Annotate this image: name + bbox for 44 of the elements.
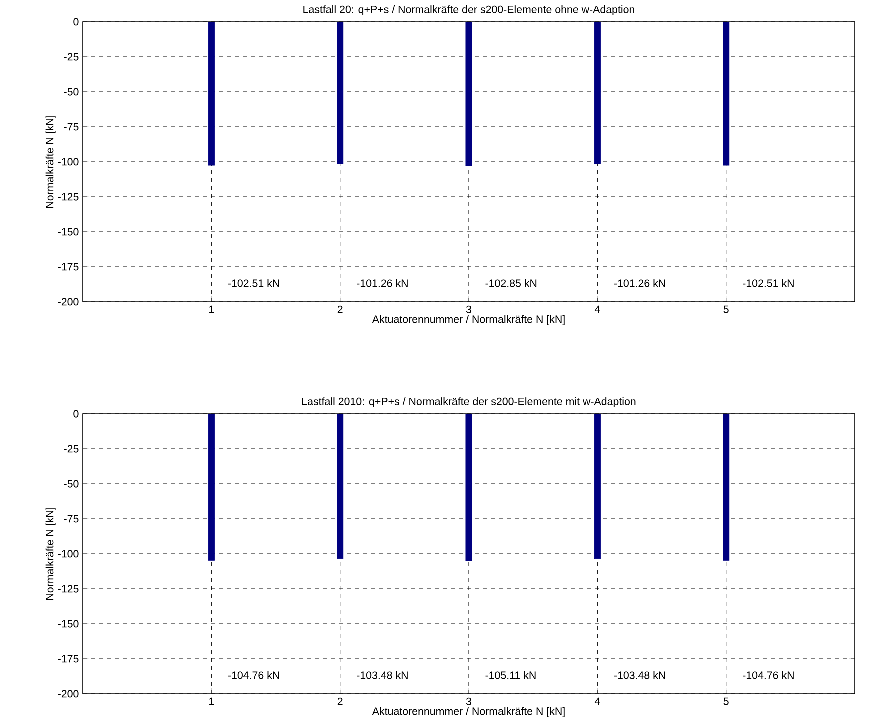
y-tick-label: -175: [58, 263, 79, 271]
y-tick-label: -50: [64, 480, 79, 488]
y-tick-label: 0: [74, 410, 79, 418]
y-tick-label: 0: [74, 18, 79, 26]
y-tick-label: -100: [58, 158, 79, 166]
y-axis-title: Normalkräfte N [kN]: [46, 116, 56, 208]
x-axis-title: Aktuatorennummer / Normalkräfte N [kN]: [372, 707, 565, 718]
y-tick-label: -125: [58, 585, 79, 593]
y-tick-label: -150: [58, 228, 79, 236]
x-tick-label: 4: [594, 698, 600, 706]
annotation: -104.76 kN: [228, 671, 280, 680]
x-tick-label: 2: [338, 698, 343, 706]
y-tick-label: -75: [64, 123, 79, 131]
x-axis-title: Aktuatorennummer / Normalkräfte N [kN]: [372, 315, 565, 326]
x-tick-label: 4: [594, 306, 600, 314]
y-tick-label: -200: [58, 298, 79, 306]
chart-title: Lastfall 20: q+P+s / Normalkräfte der s200-Elemente ohne w-Adaption: [304, 6, 634, 16]
y-tick-label: -25: [64, 53, 79, 61]
annotation: -101.26 kN: [357, 279, 408, 288]
x-tick-label: 5: [724, 698, 729, 706]
annotation: -104.76 kN: [743, 671, 794, 680]
y-axis-title: Normalkräfte N [kN]: [46, 508, 56, 600]
y-tick-label: -25: [64, 445, 79, 453]
annotation: -103.48 kN: [357, 671, 408, 680]
annotation: -103.48 kN: [614, 671, 666, 680]
y-tick-label: -75: [64, 515, 79, 523]
x-tick-label: 1: [210, 698, 214, 706]
y-tick-label: -150: [58, 620, 79, 628]
y-tick-label: -200: [58, 690, 79, 698]
y-tick-label: -100: [58, 550, 79, 558]
y-tick-label: -50: [64, 88, 79, 96]
annotation: -102.51 kN: [743, 279, 794, 288]
x-tick-label: 2: [338, 306, 343, 314]
annotation: -102.85 kN: [486, 279, 537, 288]
annotation: -105.11 kN: [486, 671, 536, 680]
chart-title: Lastfall 2010: q+P+s / Normalkräfte der s200-Elemente mit w-Adaption: [302, 398, 636, 408]
y-tick-label: -175: [58, 655, 79, 663]
x-tick-label: 1: [210, 306, 214, 314]
annotation: -102.51 kN: [228, 279, 280, 288]
y-tick-label: -125: [58, 193, 79, 201]
x-tick-label: 3: [466, 698, 472, 706]
annotation: -101.26 kN: [614, 279, 666, 288]
x-tick-label: 5: [724, 306, 729, 314]
x-tick-label: 3: [466, 306, 472, 314]
